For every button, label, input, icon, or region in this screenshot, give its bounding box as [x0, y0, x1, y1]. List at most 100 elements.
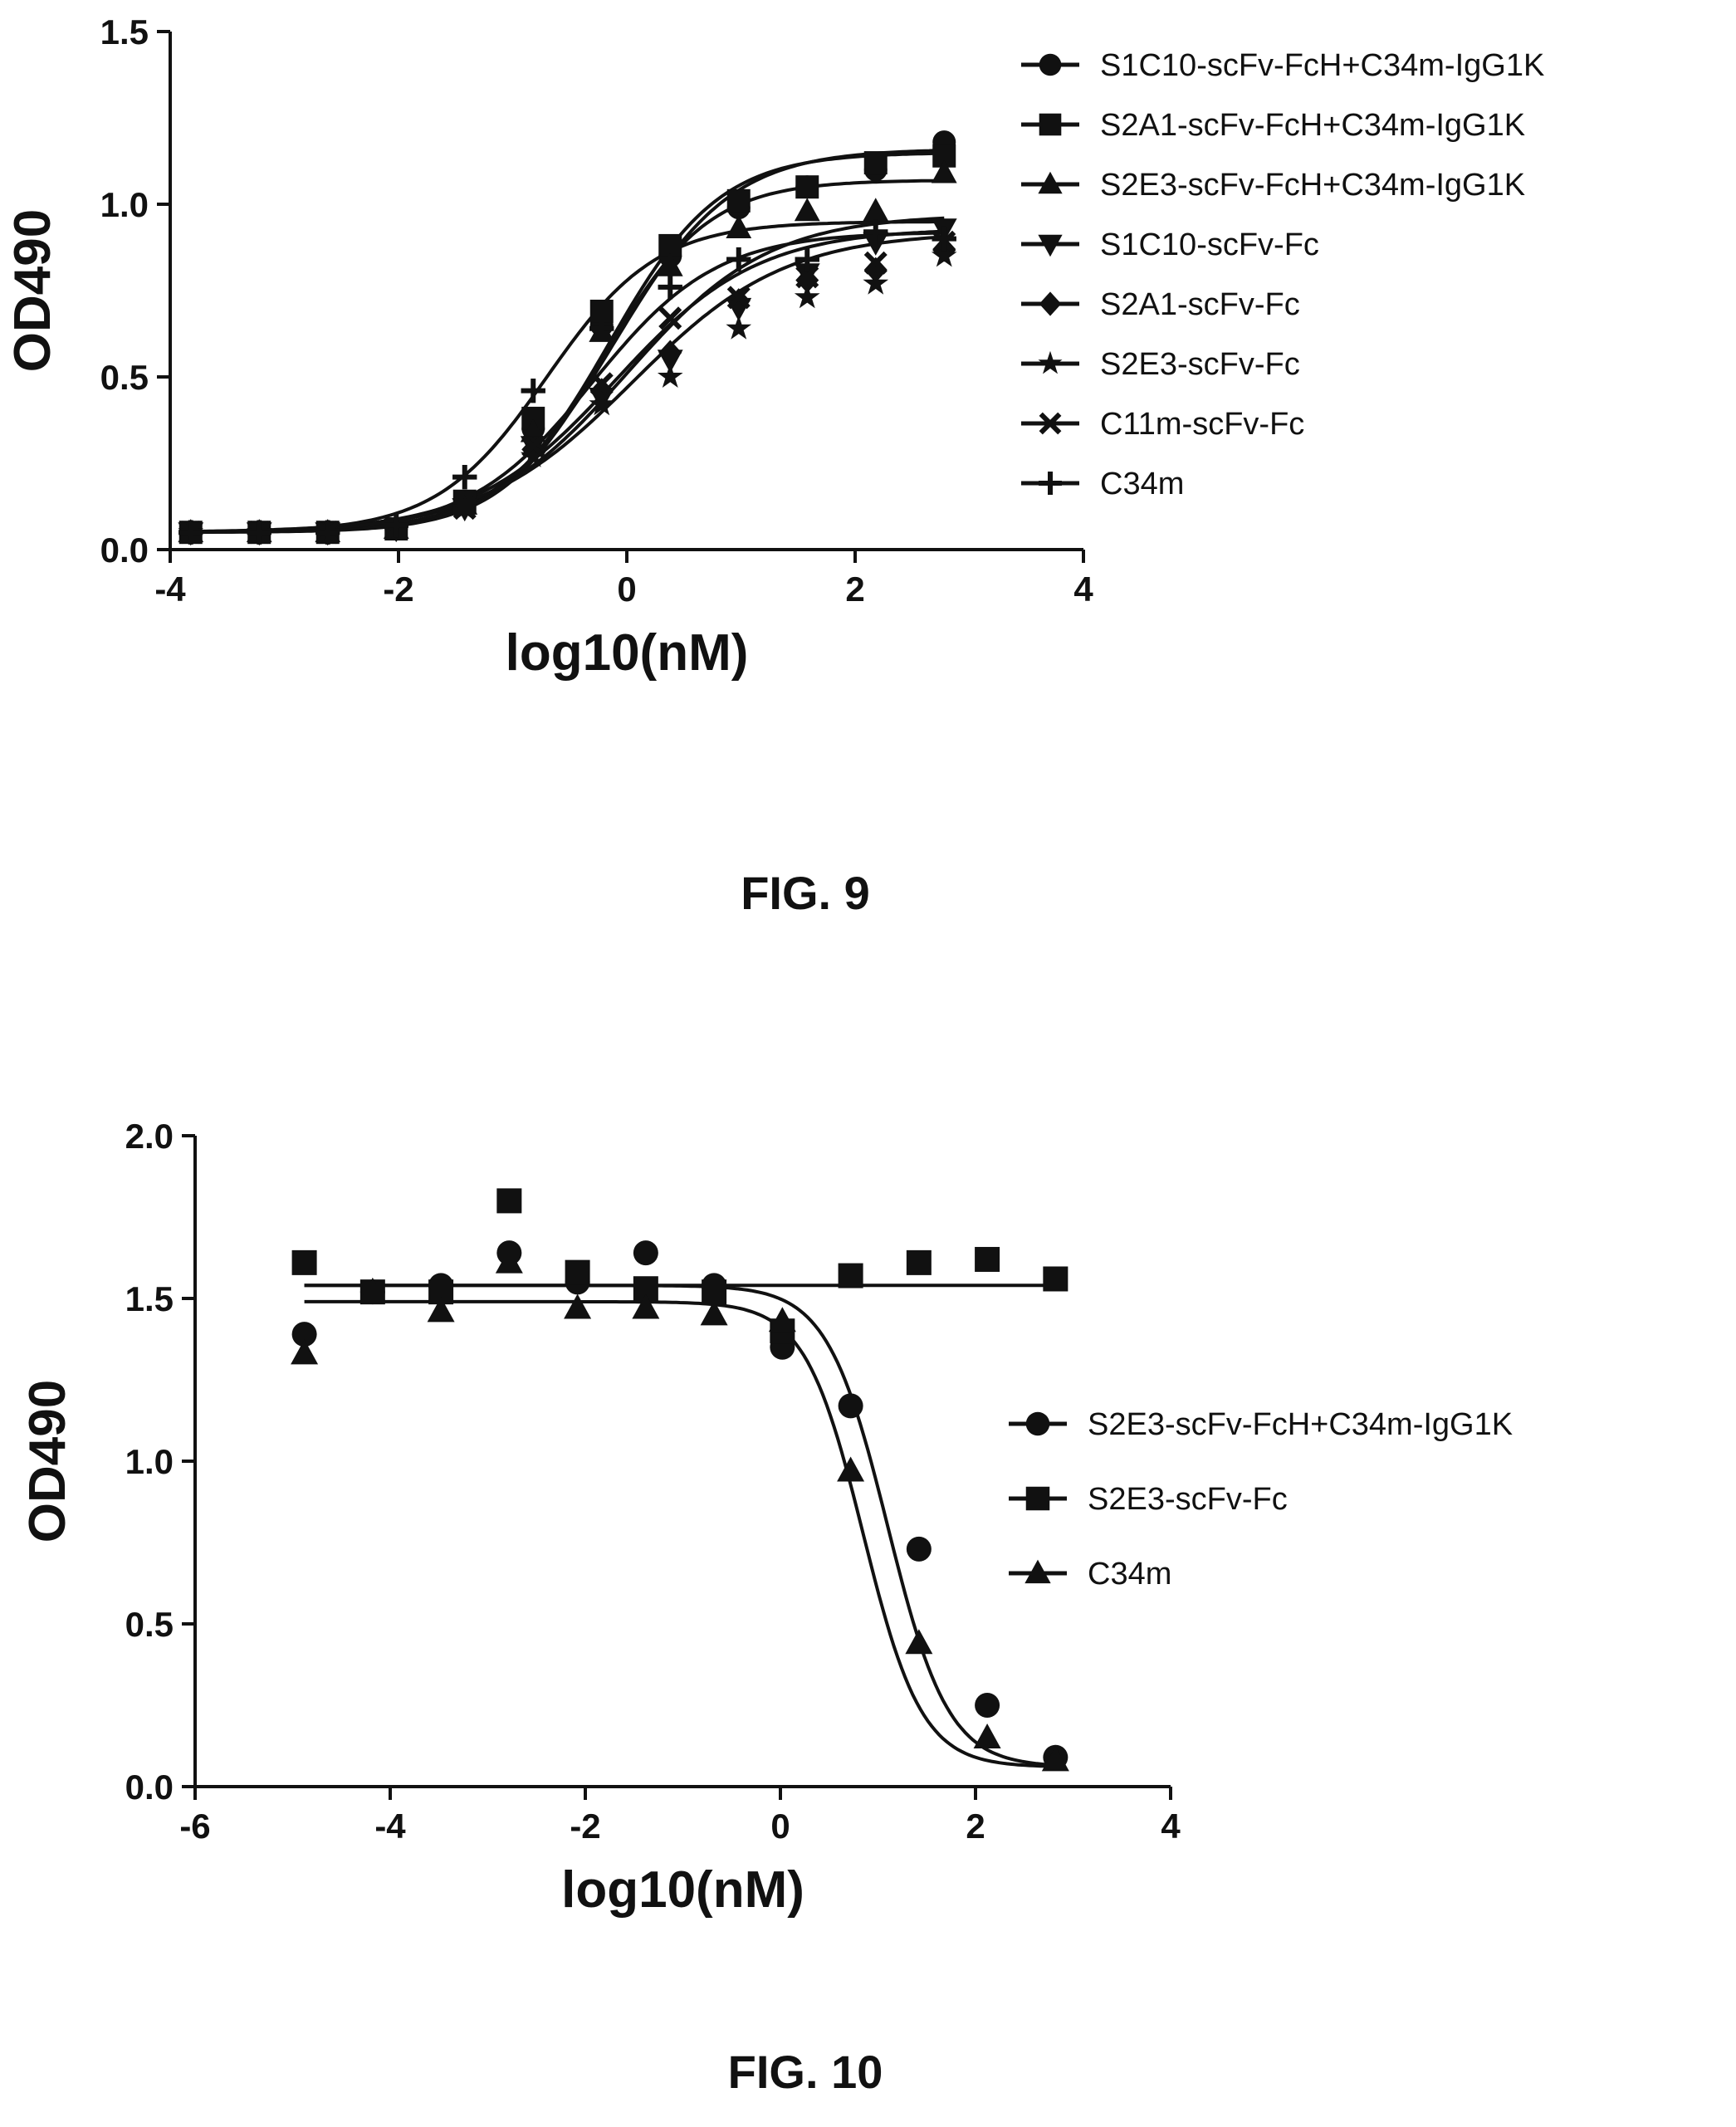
x-axis-label: log10(nM) — [506, 624, 749, 682]
legend-marker-s2e3-scfv-fc — [1025, 1486, 1050, 1511]
data-point-c34m — [564, 1293, 592, 1319]
legend-marker-s1c10-scfv-fc — [1038, 234, 1063, 257]
data-point-s2e3-scfv-fch-c34m-igg1k — [931, 159, 957, 183]
data-point-s2e3-scfv-fc — [1043, 1266, 1068, 1292]
data-point-c11m-scfv-fc — [589, 372, 614, 396]
chart-fig-10: -6 -4 -2 0 2 4 0.0 0.5 1.0 1.5 2.0 log10(nM) OD490 S2… — [19, 1117, 1513, 1919]
data-point-c34m — [632, 1293, 660, 1319]
y-tick-label: 1.0 — [125, 1442, 174, 1481]
x-axis-label: log10(nM) — [561, 1861, 804, 1919]
data-point-c34m — [291, 1339, 319, 1365]
legend-label-c34m: C34m — [1100, 467, 1184, 501]
legend-label-s1c10-scfv-fc: S1C10-scFv-Fc — [1100, 227, 1319, 262]
y-tick-label: 1.0 — [100, 185, 149, 224]
data-point-c34m — [973, 1723, 1001, 1748]
data-point-s2e3-scfv-fc — [657, 363, 683, 388]
legend-marker-c34m — [1039, 472, 1062, 495]
data-point-c34m — [1041, 1746, 1069, 1772]
data-point-s2e3-scfv-fc — [565, 1259, 590, 1285]
fit-curve-s1c10-scfv-fc — [190, 216, 945, 534]
data-point-s2e3-scfv-fc — [520, 443, 546, 467]
data-point-c34m — [768, 1307, 796, 1332]
data-point-c34m — [359, 1277, 387, 1303]
y-tick-label: 2.0 — [125, 1117, 174, 1156]
legend-marker-c34m — [1024, 1559, 1051, 1584]
y-tick-label: 0.5 — [125, 1605, 174, 1644]
data-point-s2e3-scfv-fc — [794, 284, 820, 309]
data-point-c34m — [700, 1300, 728, 1326]
x-tick-label: 2 — [966, 1807, 985, 1846]
data-point-c34m — [658, 275, 682, 300]
x-tick-label: 4 — [1073, 570, 1093, 609]
fit-curve-s1c10-scfv-fch-c34m-igg1k — [190, 149, 945, 534]
fit-curve-s2e3-scfv-fch-c34m-igg1k — [190, 178, 945, 534]
data-point-s2e3-scfv-fc — [496, 1188, 522, 1214]
data-point-c34m — [247, 520, 271, 545]
y-axis-label: OD490 — [19, 1380, 76, 1543]
y-tick-label: 0.0 — [125, 1768, 174, 1807]
data-point-s2a1-scfv-fch-c34m-igg1k — [863, 151, 888, 175]
x-tick-label: -2 — [383, 570, 413, 609]
data-point-s2e3-scfv-fch-c34m-igg1k — [633, 1240, 658, 1266]
data-point-s2e3-scfv-fc — [291, 1249, 317, 1275]
fit-curve-s2a1-scfv-fch-c34m-igg1k — [190, 151, 945, 534]
legend-marker-c11m-scfv-fc — [1039, 412, 1062, 435]
data-point-c34m — [932, 226, 956, 252]
data-point-s2a1-scfv-fc — [589, 378, 614, 404]
data-point-c34m — [315, 520, 340, 545]
data-point-c34m — [863, 219, 888, 244]
data-point-c34m — [795, 247, 819, 272]
data-point-s2e3-scfv-fc — [975, 1246, 1000, 1272]
x-tick-label: -4 — [374, 1807, 406, 1846]
data-point-s2a1-scfv-fc — [658, 340, 682, 366]
data-point-s2e3-scfv-fc — [702, 1279, 727, 1305]
legend-marker-s2e3-scfv-fch-c34m-igg1k — [1025, 1411, 1050, 1436]
legend-marker-s2a1-scfv-fc — [1039, 291, 1062, 316]
data-point-c34m — [384, 513, 408, 538]
legend-marker-s1c10-scfv-fch-c34m-igg1k — [1039, 53, 1062, 76]
data-point-s2a1-scfv-fch-c34m-igg1k — [726, 188, 751, 213]
data-point-c34m — [589, 316, 614, 341]
data-point-s2e3-scfv-fch-c34m-igg1k — [906, 1536, 932, 1562]
data-point-c11m-scfv-fc — [795, 265, 819, 289]
legend-label-s1c10-scfv-fch-c34m-igg1k: S1C10-scFv-FcH+C34m-IgG1K — [1100, 48, 1544, 83]
x-tick-label: 2 — [845, 570, 864, 609]
y-tick-label: 0.0 — [100, 531, 149, 570]
y-tick-label: 0.5 — [100, 358, 149, 397]
fit-curve-s2e3-scfv-fc — [190, 235, 945, 534]
data-point-s2e3-scfv-fc — [726, 315, 752, 340]
fit-curve-c11m-scfv-fc — [190, 231, 945, 534]
legend-label-s2a1-scfv-fc: S2A1-scFv-Fc — [1100, 287, 1300, 322]
data-point-s2e3-scfv-fch-c34m-igg1k — [794, 198, 820, 222]
data-point-s2a1-scfv-fc — [863, 257, 888, 283]
data-point-s2e3-scfv-fch-c34m-igg1k — [975, 1693, 1000, 1718]
x-tick-label: 4 — [1161, 1807, 1181, 1846]
data-point-s2e3-scfv-fch-c34m-igg1k — [863, 198, 889, 222]
fit-curve-c34m — [190, 220, 945, 534]
data-point-c11m-scfv-fc — [726, 286, 751, 310]
x-tick-label: 0 — [617, 570, 636, 609]
legend-label-s2e3-scfv-fch-c34m-igg1k: S2E3-scFv-FcH+C34m-IgG1K — [1100, 168, 1525, 203]
data-point-c34m — [521, 378, 545, 403]
y-tick-label: 1.5 — [125, 1279, 174, 1318]
data-point-s2a1-scfv-fch-c34m-igg1k — [795, 175, 819, 199]
x-tick-label: -2 — [570, 1807, 600, 1846]
data-point-c11m-scfv-fc — [452, 496, 477, 521]
data-point-c34m — [495, 1248, 523, 1274]
data-point-s2e3-scfv-fch-c34m-igg1k — [657, 252, 683, 276]
legend-label-s2a1-scfv-fch-c34m-igg1k: S2A1-scFv-FcH+C34m-IgG1K — [1100, 108, 1525, 143]
legend-marker-s2a1-scfv-fch-c34m-igg1k — [1039, 113, 1062, 136]
data-point-c34m — [427, 1297, 455, 1323]
data-point-c34m — [178, 520, 203, 545]
data-point-s2e3-scfv-fc — [863, 270, 889, 295]
x-tick-label: -4 — [154, 570, 186, 609]
data-point-c34m — [726, 247, 751, 272]
legend-marker-s2e3-scfv-fc — [1038, 350, 1063, 374]
figure-label-fig-9: FIG. 9 — [741, 867, 870, 919]
legend-label-s2e3-scfv-fc: S2E3-scFv-Fc — [1100, 347, 1300, 382]
data-point-s2e3-scfv-fc — [589, 391, 615, 416]
chart-fig-9: -4 -2 0 2 4 0.0 0.5 1.0 1.5 log10(nM) OD490 S1C10-s… — [4, 12, 1544, 682]
x-tick-label: 0 — [770, 1807, 790, 1846]
x-tick-label: -6 — [179, 1807, 210, 1846]
